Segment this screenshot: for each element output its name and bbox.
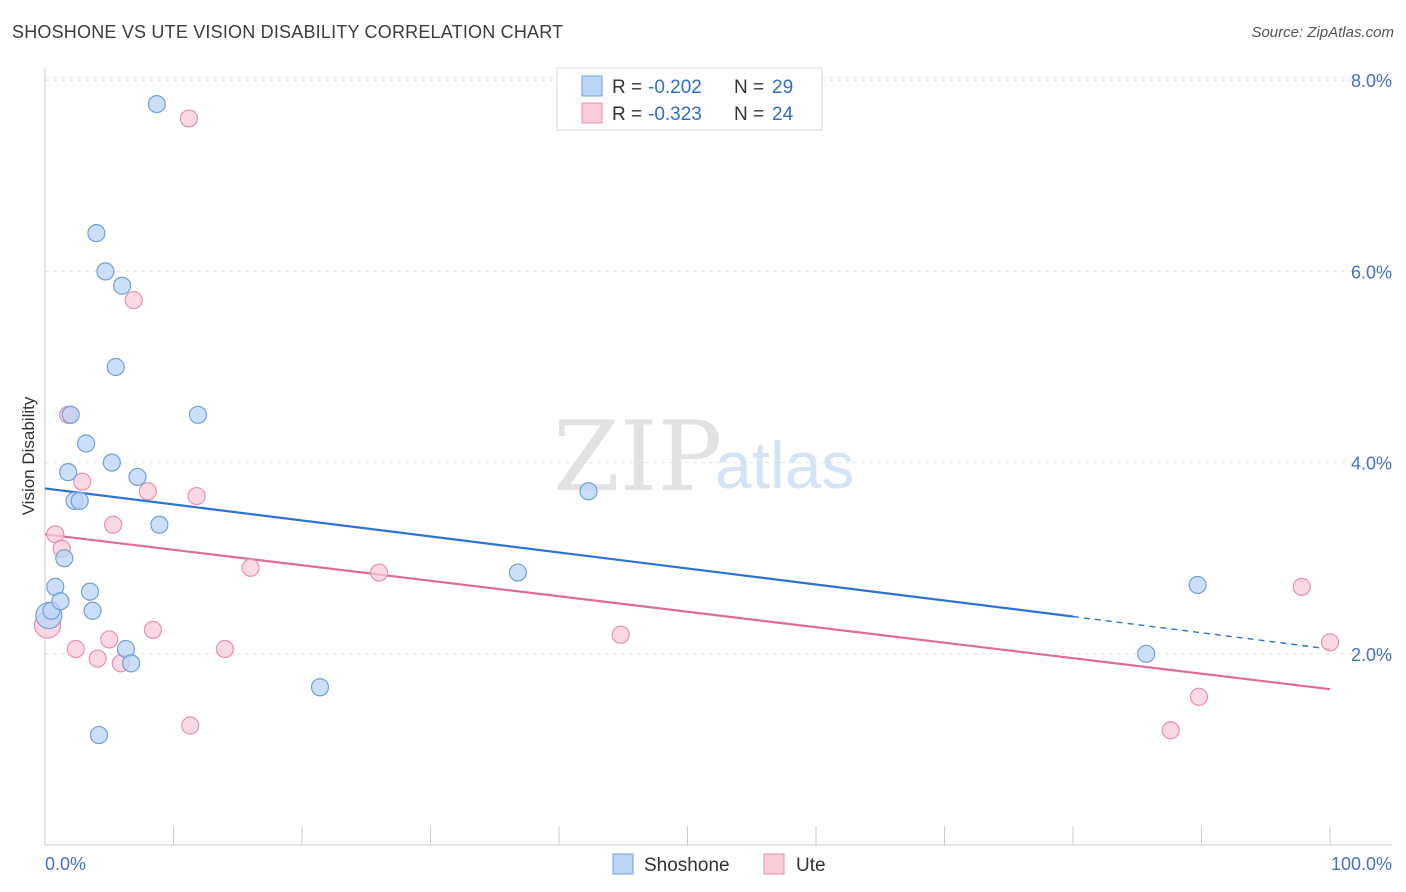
point-ute [138, 482, 157, 501]
y-tick-label: 6.0% [1351, 262, 1392, 282]
x-tick-labels: 0.0% 100.0% [45, 854, 1392, 874]
point-shoshone [83, 601, 102, 620]
legend-swatch-ute [581, 102, 603, 124]
bottom-legend-swatch-shoshone [612, 853, 634, 875]
legend-n-value-shoshone: 29 [772, 77, 793, 98]
watermark-atlas: atlas [715, 428, 854, 502]
point-ute [73, 472, 92, 491]
correlation-legend: R = -0.202 N = 29 R = -0.323 N = 24 [556, 67, 823, 131]
trend-line-shoshone [44, 487, 1074, 618]
point-shoshone [579, 482, 598, 501]
point-shoshone [310, 678, 330, 697]
point-ute [1292, 577, 1311, 596]
watermark-zip: ZIP [553, 401, 722, 513]
point-shoshone [150, 515, 169, 534]
trend-line-ute [44, 533, 1331, 691]
point-shoshone [89, 725, 109, 745]
point-ute [179, 109, 199, 128]
axes-layer [44, 68, 1392, 846]
point-shoshone [77, 434, 96, 453]
point-shoshone [55, 549, 74, 568]
point-ute [215, 639, 234, 659]
point-ute [1161, 721, 1180, 740]
y-tick-labels: 2.0% 4.0% 6.0% 8.0% [1351, 71, 1392, 665]
point-shoshone [112, 276, 132, 295]
point-ute [143, 620, 163, 640]
chart-title: SHOSHONE VS UTE VISION DISABILITY CORREL… [12, 22, 564, 42]
y-tick-label: 8.0% [1351, 71, 1392, 91]
point-ute [181, 716, 200, 735]
point-shoshone [121, 654, 141, 673]
trend-lines [44, 487, 1331, 691]
point-shoshone [80, 582, 100, 601]
point-ute [100, 630, 119, 649]
watermark: ZIP atlas [553, 401, 854, 513]
trend-line-shoshone-extension [1072, 615, 1331, 650]
point-shoshone [508, 563, 527, 582]
legend-swatch-shoshone [581, 75, 603, 97]
point-ute [611, 625, 630, 644]
point-shoshone [96, 262, 115, 281]
point-ute [370, 563, 389, 582]
point-shoshone [147, 94, 166, 114]
point-shoshone [1188, 575, 1207, 595]
point-ute [104, 515, 123, 534]
legend-r-label-shoshone: R = [612, 77, 642, 98]
y-tick-label: 4.0% [1351, 454, 1392, 474]
legend-n-label-ute: N = [734, 104, 764, 125]
legend-r-label-ute: R = [612, 104, 642, 125]
x-tick-label: 100.0% [1331, 854, 1392, 874]
bottom-legend-ute: Ute [796, 855, 826, 876]
point-shoshone [106, 357, 125, 377]
point-ute [88, 649, 107, 668]
point-ute [241, 558, 260, 577]
data-points [33, 94, 1340, 745]
x-tick-label: 0.0% [45, 854, 86, 874]
point-shoshone [61, 405, 80, 424]
y-axis-label: Vision Disability [19, 396, 38, 515]
legend-r-value-shoshone: -0.202 [648, 77, 702, 98]
point-shoshone [87, 224, 106, 243]
point-ute [124, 290, 143, 310]
legend-n-label-shoshone: N = [734, 77, 764, 98]
point-shoshone [59, 463, 78, 482]
point-shoshone [188, 405, 208, 424]
point-ute [187, 486, 206, 506]
series-legend: Shoshone Ute [612, 853, 826, 876]
point-shoshone [1137, 644, 1156, 663]
legend-n-value-ute: 24 [772, 104, 794, 125]
bottom-legend-swatch-ute [763, 853, 785, 875]
point-shoshone [128, 467, 147, 487]
point-ute [1320, 633, 1340, 652]
point-shoshone [70, 491, 89, 510]
source-credit: Source: ZipAtlas.com [1251, 24, 1394, 41]
point-ute [66, 639, 85, 659]
y-tick-label: 2.0% [1351, 645, 1392, 665]
point-shoshone [102, 453, 121, 472]
legend-r-value-ute: -0.323 [648, 104, 702, 125]
point-ute [1189, 687, 1209, 706]
point-shoshone [51, 592, 70, 611]
bottom-legend-shoshone: Shoshone [644, 855, 730, 876]
